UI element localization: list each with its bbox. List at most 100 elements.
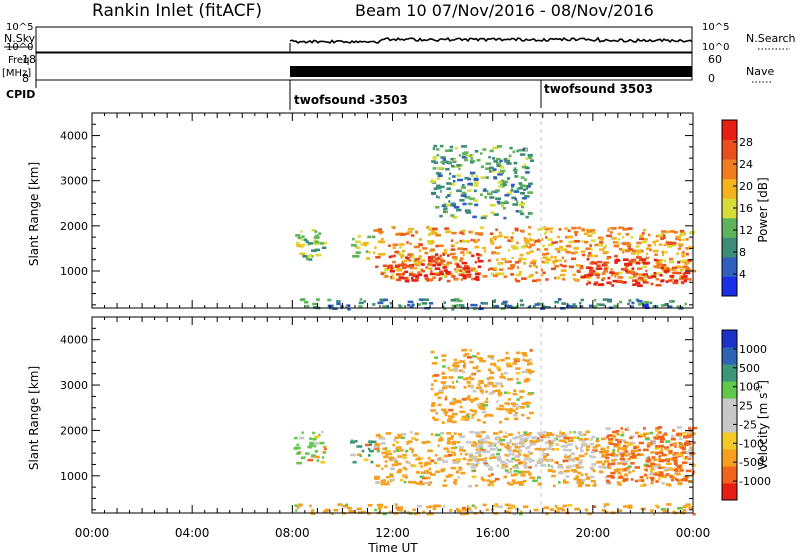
- heatmap-cell: [652, 240, 657, 244]
- heatmap-cell: [424, 470, 429, 473]
- heatmap-cell: [469, 171, 476, 175]
- heatmap-cell: [399, 233, 406, 236]
- heatmap-cell: [418, 243, 423, 247]
- heatmap-cell: [497, 181, 503, 184]
- heatmap-cell: [390, 305, 394, 309]
- heatmap-cell: [350, 441, 355, 444]
- heatmap-cell: [432, 507, 437, 510]
- heatmap-cell: [526, 187, 529, 190]
- heatmap-cell: [486, 450, 490, 454]
- heatmap-cell: [415, 438, 419, 442]
- heatmap-cell: [506, 364, 513, 368]
- heatmap-cell: [299, 298, 305, 302]
- heatmap-cell: [485, 413, 492, 417]
- heatmap-cell: [411, 279, 418, 282]
- heatmap-cell: [440, 156, 445, 159]
- heatmap-cell: [596, 276, 600, 279]
- heatmap-cell: [466, 505, 470, 508]
- heatmap-cell: [504, 371, 508, 375]
- heatmap-cell: [383, 298, 388, 302]
- heatmap-cell: [652, 249, 659, 253]
- heatmap-cell: [455, 278, 458, 282]
- heatmap-cell: [407, 480, 412, 484]
- heatmap-cell: [469, 360, 474, 364]
- heatmap-cell: [490, 453, 496, 457]
- heatmap-cell: [426, 512, 431, 516]
- heatmap-cell: [416, 271, 421, 274]
- heatmap-cell: [300, 243, 306, 247]
- heatmap-cell: [528, 466, 532, 469]
- heatmap-cell: [444, 149, 450, 152]
- heatmap-cell: [432, 157, 437, 160]
- heatmap-cell: [500, 372, 504, 376]
- heatmap-cell: [314, 444, 317, 448]
- heatmap-cell: [423, 463, 428, 467]
- heatmap-cell: [625, 233, 630, 236]
- heatmap-cell: [515, 305, 519, 309]
- heatmap-cell: [480, 389, 484, 393]
- heatmap-cell: [321, 246, 327, 250]
- heatmap-cell: [688, 430, 693, 434]
- heatmap-cell: [562, 481, 569, 484]
- heatmap-cell: [655, 239, 659, 243]
- heatmap-cell: [301, 235, 305, 238]
- heatmap-cell: [453, 258, 458, 262]
- heatmap-cell: [570, 257, 577, 261]
- heatmap-cell: [661, 268, 665, 272]
- heatmap-cell: [437, 444, 440, 447]
- heatmap-cell: [535, 239, 541, 243]
- heatmap-cell: [652, 442, 657, 445]
- heatmap-cell: [456, 208, 462, 212]
- heatmap-cell: [461, 152, 464, 155]
- heatmap-cell: [487, 441, 492, 444]
- heatmap-cell: [623, 505, 629, 508]
- heatmap-cell: [490, 357, 495, 360]
- heatmap-cell: [475, 445, 480, 448]
- heatmap-cell: [481, 438, 485, 441]
- heatmap-cell: [296, 451, 301, 455]
- heatmap-cell: [499, 438, 506, 442]
- heatmap-cell: [628, 471, 632, 474]
- heatmap-cell: [460, 271, 465, 275]
- heatmap-cell: [647, 442, 653, 445]
- heatmap-cell: [521, 370, 528, 374]
- heatmap-cell: [497, 173, 503, 176]
- heatmap-cell: [432, 264, 436, 267]
- heatmap-cell: [407, 230, 413, 234]
- heatmap-cell: [471, 398, 476, 402]
- heatmap-cell: [454, 432, 457, 435]
- heatmap-cell: [495, 305, 500, 308]
- heatmap-cell: [434, 257, 441, 261]
- heatmap-cell: [418, 298, 422, 301]
- heatmap-cell: [632, 272, 639, 276]
- heatmap-cell: [390, 255, 394, 258]
- heatmap-cell: [405, 259, 408, 262]
- heatmap-cell: [563, 448, 567, 452]
- heatmap-cell: [389, 302, 393, 305]
- heatmap-cell: [447, 453, 453, 457]
- cpid-row: CPID twofsound -3503 twofsound 3503: [6, 80, 653, 110]
- heatmap-cell: [618, 226, 625, 230]
- heatmap-cell: [294, 446, 301, 450]
- heatmap-cell: [470, 386, 474, 389]
- heatmap-cell: [413, 245, 420, 249]
- heatmap-cell: [477, 369, 481, 373]
- heatmap-cell: [441, 251, 447, 255]
- heatmap-cell: [429, 481, 433, 484]
- heatmap-cell: [489, 232, 494, 235]
- heatmap-cell: [471, 416, 474, 420]
- heatmap-cell: [462, 240, 467, 243]
- heatmap-cell: [652, 467, 655, 471]
- heatmap-cell: [588, 454, 592, 458]
- heatmap-cell: [298, 436, 305, 440]
- heatmap-cell: [679, 233, 685, 236]
- colorbar-frame: [721, 329, 738, 501]
- heatmap-cell: [521, 352, 527, 355]
- heatmap-cell: [396, 252, 402, 256]
- heatmap-cell: [480, 448, 486, 452]
- heatmap-cell: [476, 403, 480, 407]
- heatmap-cell: [519, 153, 526, 156]
- heatmap-cell: [514, 278, 518, 281]
- heatmap-cell: [428, 232, 434, 236]
- heatmap-cell: [556, 510, 560, 514]
